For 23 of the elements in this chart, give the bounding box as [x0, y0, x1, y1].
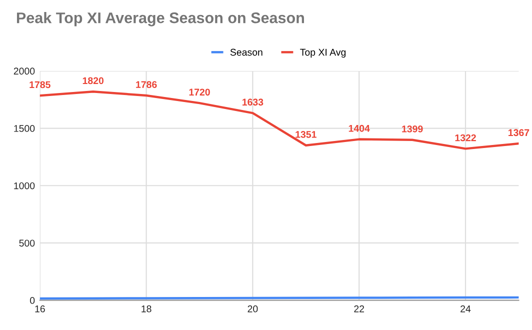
legend-label: Season: [230, 48, 262, 56]
x-tick-label: 24: [460, 305, 471, 312]
x-tick-label: 20: [248, 305, 258, 312]
data-label: 1720: [189, 88, 210, 96]
y-tick-label: 1500: [14, 125, 35, 132]
y-tick-label: 2000: [14, 68, 35, 75]
data-label: 1820: [82, 77, 104, 84]
data-label: 1367: [508, 129, 530, 136]
legend-label: Top XI Avg: [300, 48, 346, 58]
y-tick-label: 1000: [14, 182, 35, 190]
data-label: 1785: [30, 81, 50, 88]
data-label: 1786: [136, 81, 157, 88]
chart-title: Peak Top XI Average Season on Season: [16, 12, 304, 26]
data-label: 1351: [296, 131, 316, 138]
data-label: 1399: [402, 126, 423, 132]
data-label: 1633: [242, 98, 264, 106]
x-tick-label: 16: [35, 305, 45, 312]
x-tick-label: 18: [142, 305, 152, 312]
data-label: 1322: [455, 134, 476, 142]
y-tick-label: 500: [19, 240, 35, 247]
y-tick-label: 0: [30, 297, 35, 304]
x-tick-label: 22: [354, 305, 364, 312]
data-label: 1404: [348, 124, 370, 132]
